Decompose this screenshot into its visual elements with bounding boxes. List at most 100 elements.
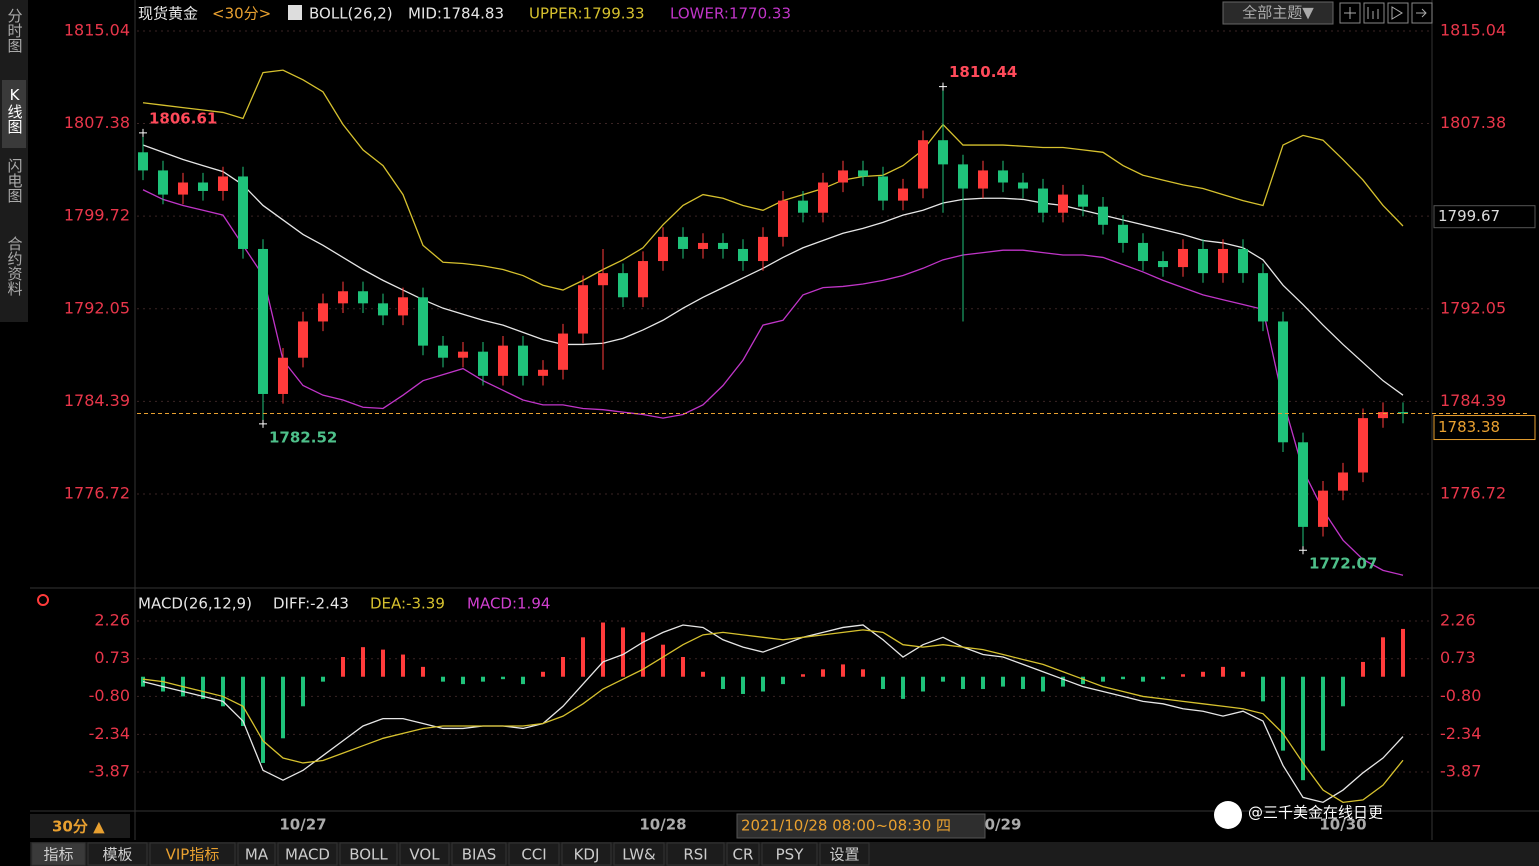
candle-body [138, 152, 148, 171]
candle-body [958, 164, 968, 189]
extreme-marker [1299, 546, 1307, 555]
tab-bg[interactable] [613, 842, 665, 866]
candle-body [798, 200, 808, 213]
candle-body [718, 242, 728, 249]
sidebar-tab[interactable]: K线图 [6, 86, 24, 134]
tab-bg[interactable] [31, 842, 86, 866]
candle-body [278, 357, 288, 394]
legend-entry: DEA:-3.39 [370, 595, 445, 613]
tab-bg[interactable] [339, 842, 398, 866]
macd-settings-icon[interactable] [37, 594, 49, 606]
macd-bar [641, 632, 645, 677]
sidebar-tab[interactable]: 合约资料 [6, 236, 24, 296]
legend-entry: MID:1784.83 [408, 5, 504, 23]
tab[interactable]: CCI [521, 846, 546, 864]
extreme-marker [259, 419, 267, 428]
candle-body [1378, 412, 1388, 419]
candle-body [1158, 261, 1168, 268]
y-tick-label-right: -0.80 [1440, 686, 1481, 705]
tab[interactable]: KDJ [574, 846, 600, 864]
macd-bar [261, 676, 265, 763]
tab-bg[interactable] [561, 842, 612, 866]
tab-bg[interactable] [508, 842, 560, 866]
toolbar-icons[interactable] [1339, 2, 1433, 24]
macd-bar [881, 676, 885, 690]
x-tick-label: 10/27 [279, 816, 326, 834]
candle-body [1098, 206, 1108, 225]
macd-bar [421, 666, 425, 677]
macd-bar [381, 649, 385, 677]
macd-bar [821, 669, 825, 677]
period-button-bg[interactable] [30, 814, 130, 838]
candle-body [258, 248, 268, 394]
macd-bar [741, 676, 745, 694]
candle-body [1078, 194, 1088, 207]
period-button[interactable]: 30分 ▲ [52, 818, 105, 836]
tab-bg[interactable] [819, 842, 870, 866]
tab-bg[interactable] [726, 842, 760, 866]
tab-bg[interactable] [666, 842, 725, 866]
tab[interactable]: PSY [776, 846, 805, 864]
sidebar-tab[interactable]: 闪电图 [6, 158, 24, 203]
tab[interactable]: MA [245, 846, 269, 864]
y-tick-label: 1799.72 [64, 206, 130, 225]
y-tick-label: 1776.72 [64, 484, 130, 503]
candle-body [1358, 418, 1368, 473]
macd-bar [841, 664, 845, 677]
tab-bg[interactable] [399, 842, 450, 866]
macd-bar [1321, 676, 1325, 751]
macd-bar [321, 676, 325, 682]
tab[interactable]: VIP指标 [166, 846, 220, 864]
y-tick-label-right: 1815.04 [1440, 20, 1506, 39]
candle-body [818, 182, 828, 213]
tab[interactable]: MACD [285, 846, 330, 864]
macd-bar [1021, 676, 1025, 690]
candle-body [338, 291, 348, 304]
macd-bar [581, 637, 585, 677]
tab[interactable]: LW& [622, 846, 656, 864]
candle-body [578, 285, 588, 334]
tab[interactable]: CR [733, 846, 754, 864]
tab[interactable]: BOLL [349, 846, 388, 864]
sidebar-tab[interactable]: 分时图 [6, 8, 24, 53]
macd-bar [1101, 676, 1105, 682]
y-tick-label-right: 2.26 [1440, 611, 1476, 630]
macd-bar [201, 676, 205, 699]
tab[interactable]: 指标 [43, 846, 73, 864]
candle-body [1278, 321, 1288, 443]
candle-body [358, 291, 368, 304]
marker-box [1433, 205, 1536, 229]
tab-bg[interactable] [87, 842, 148, 866]
tab[interactable]: 模板 [102, 846, 132, 864]
tab[interactable]: VOL [409, 846, 440, 864]
macd-bar [481, 676, 485, 682]
tab[interactable]: 设置 [829, 846, 859, 864]
macd-bar [761, 676, 765, 692]
candle-body [518, 345, 528, 376]
tab-bg[interactable] [761, 842, 818, 866]
candle-body [1038, 188, 1048, 213]
macd-bar [1141, 676, 1145, 682]
theme-button-label[interactable]: 全部主题▼ [1242, 4, 1314, 22]
candle-body [318, 303, 328, 322]
indicator-label: BOLL(26,2) [309, 5, 393, 23]
macd-bar [241, 676, 245, 726]
candle-body [418, 297, 428, 346]
watermark: @三千美金在线日更 [1248, 804, 1383, 822]
tab[interactable]: RSI [683, 846, 707, 864]
macd-bar [341, 657, 345, 677]
tab[interactable]: BIAS [462, 846, 497, 864]
sidebar [0, 0, 28, 322]
candle-body [898, 188, 908, 201]
candle-body [878, 176, 888, 201]
candle-body [1338, 472, 1348, 491]
y-tick-label: -3.87 [89, 762, 130, 781]
tab-bg[interactable] [277, 842, 338, 866]
tab-bg[interactable] [237, 842, 276, 866]
tab-bg[interactable] [149, 842, 236, 866]
x-tick-label: 0/29 [985, 816, 1022, 834]
candle-body [998, 170, 1008, 183]
tab-bg[interactable] [451, 842, 507, 866]
theme-button[interactable] [1222, 1, 1334, 25]
